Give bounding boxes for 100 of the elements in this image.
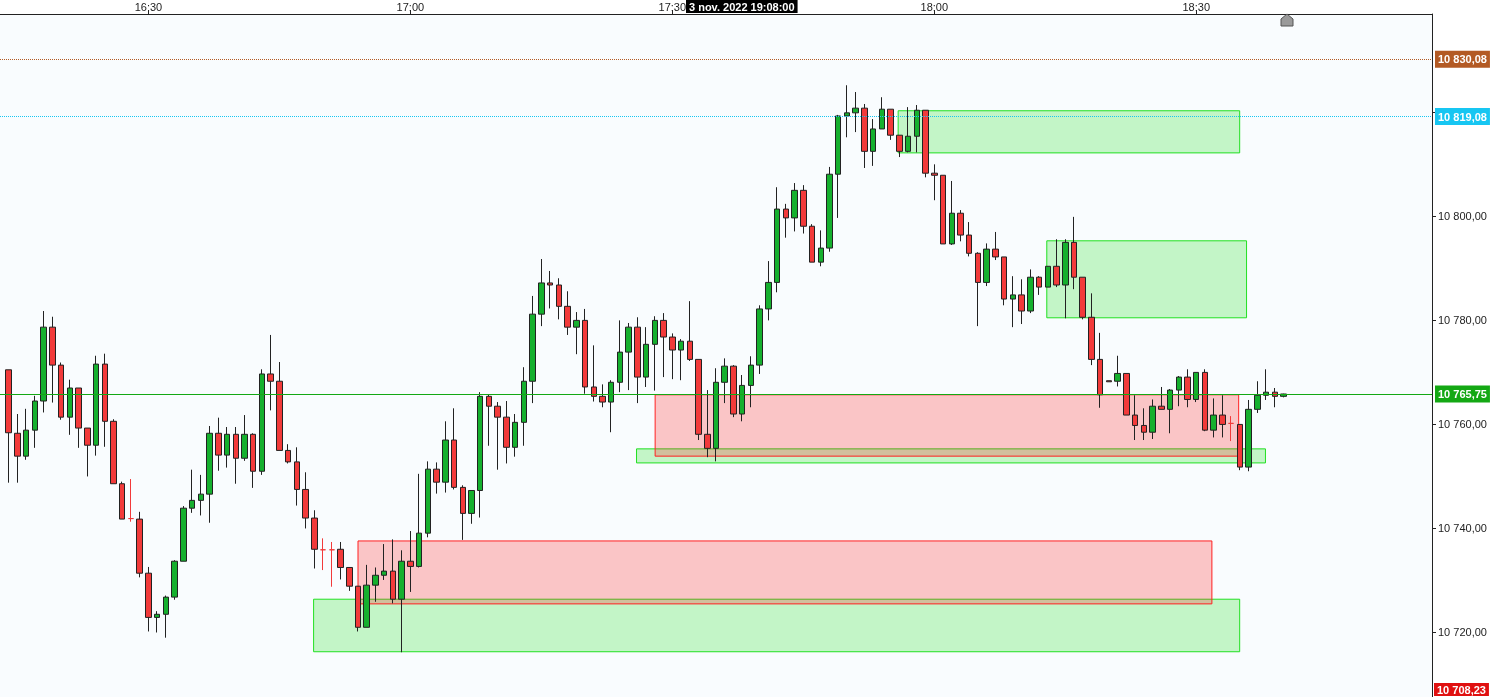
candlestick	[267, 334, 274, 411]
candlestick	[704, 389, 711, 458]
candlestick	[346, 566, 353, 592]
candlestick	[1045, 265, 1051, 288]
candlestick	[695, 358, 702, 441]
ref-line-label: 10 765,75	[1438, 387, 1487, 400]
candlestick	[992, 231, 999, 261]
candlestick	[1184, 368, 1191, 408]
candlestick	[1018, 278, 1025, 325]
candlestick	[870, 118, 876, 167]
candlestick	[189, 469, 195, 514]
candlestick	[1062, 238, 1069, 319]
candlestick	[756, 304, 763, 375]
candlestick	[687, 300, 693, 362]
candlestick	[887, 108, 894, 141]
candlestick	[922, 109, 929, 178]
candlestick	[1106, 380, 1112, 383]
candlestick	[835, 114, 841, 219]
candlestick	[241, 414, 248, 462]
candlestick	[1176, 375, 1182, 407]
candlestick	[826, 166, 833, 253]
candlestick	[416, 473, 422, 568]
candlestick	[381, 543, 387, 581]
candlestick	[844, 84, 850, 138]
candlestick	[355, 585, 361, 632]
candlestick	[425, 460, 431, 538]
candlestick	[512, 413, 518, 458]
candlestick	[206, 425, 213, 524]
candlestick	[14, 413, 21, 484]
candlestick	[337, 541, 344, 580]
candlestick	[163, 595, 169, 639]
candlestick	[136, 511, 143, 578]
candlestick	[1071, 216, 1077, 290]
candlestick	[783, 203, 789, 239]
candlestick	[363, 564, 370, 628]
candlestick	[198, 474, 204, 516]
candlestick	[957, 209, 964, 242]
ref-line-label: 10 819,08	[1438, 110, 1487, 123]
y-tick-label: 10 800,00	[1438, 209, 1487, 222]
candlestick	[573, 311, 580, 355]
text: 10 708,23	[1437, 683, 1486, 696]
candlestick	[529, 295, 536, 404]
candlestick	[32, 395, 38, 449]
candlestick	[154, 610, 160, 633]
text: 3 nov. 2022 19:08:00	[689, 0, 795, 13]
candlestick	[721, 357, 728, 404]
candlestick	[93, 355, 99, 457]
candlestick	[119, 481, 125, 520]
candlestick	[1114, 355, 1121, 387]
candlestick	[931, 163, 938, 201]
candlestick	[102, 353, 108, 448]
candlestick	[852, 91, 859, 133]
candlestick	[250, 432, 256, 489]
candlestick	[1079, 276, 1086, 320]
candlestick	[914, 104, 920, 153]
candlestick	[58, 362, 64, 421]
candlestick	[1219, 394, 1226, 438]
candlestick	[643, 326, 649, 388]
candlestick	[294, 446, 300, 507]
candlestick	[966, 221, 972, 257]
candlestick	[5, 369, 12, 484]
candlestick	[311, 509, 318, 570]
candlestick	[320, 537, 326, 571]
candlestick	[896, 134, 903, 158]
candlestick	[1202, 368, 1208, 432]
candlestick	[564, 290, 571, 336]
candlestick	[451, 407, 457, 490]
candlestick	[1010, 275, 1016, 328]
candlestick	[180, 505, 187, 562]
candlestick	[669, 332, 676, 380]
x-tick-label: 17:30	[658, 0, 687, 13]
candlestick	[940, 174, 946, 245]
candlestick	[1167, 388, 1173, 434]
candlestick	[617, 319, 623, 393]
candlestick	[224, 426, 230, 469]
candlestick	[1237, 423, 1243, 471]
candlestick	[486, 393, 492, 447]
y-tick-label: 10 760,00	[1438, 417, 1487, 430]
candlestick	[599, 383, 606, 408]
candlestick	[1193, 371, 1199, 403]
candlestick	[1053, 238, 1060, 288]
candlestick	[110, 418, 117, 485]
candlestick	[398, 549, 405, 653]
candlestick	[171, 559, 178, 601]
candlestick	[791, 182, 798, 232]
candlestick	[285, 443, 291, 464]
candlestick	[1141, 407, 1147, 441]
candlestick	[652, 315, 658, 392]
candlestick	[233, 426, 239, 485]
candlestick	[861, 103, 868, 169]
candlestick	[494, 401, 501, 471]
candlestick	[40, 310, 47, 413]
candlestick	[538, 258, 545, 327]
candlestick	[949, 180, 955, 246]
x-tick-label: 18:00	[920, 0, 949, 13]
y-tick-label: 10 720,00	[1438, 625, 1487, 638]
candlestick	[433, 461, 440, 495]
candlestick	[1088, 292, 1095, 366]
candlestick	[23, 408, 29, 461]
candlestick	[1254, 380, 1261, 414]
